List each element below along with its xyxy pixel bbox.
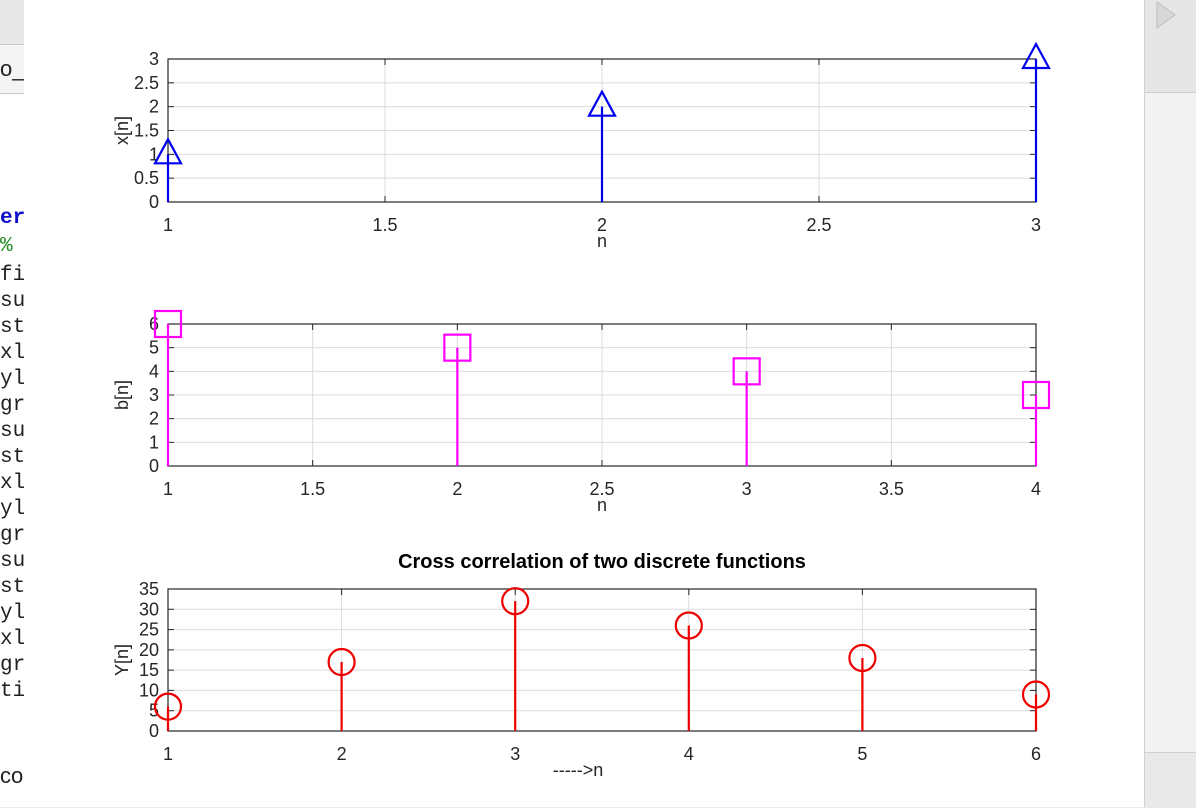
y-tick-label: 1.5 (134, 121, 159, 141)
right-toolbar (1145, 0, 1196, 93)
editor-line: ti (0, 680, 24, 703)
y-tick-label: 5 (149, 338, 159, 358)
stem-marker-square (153, 309, 183, 339)
editor-line: st (0, 446, 24, 469)
x-tick-label: 4 (1031, 479, 1041, 499)
stem-marker-square (1021, 380, 1051, 410)
editor-line: su (0, 290, 24, 313)
y-tick-label: 0.5 (134, 168, 159, 188)
editor-line: st (0, 316, 24, 339)
y-tick-label: 3 (149, 49, 159, 69)
y-tick-label: 5 (149, 701, 159, 721)
y-tick-label: 1 (149, 432, 159, 452)
x-tick-label: 1 (163, 479, 173, 499)
stem-marker-circle (848, 643, 877, 673)
editor-line: su (0, 420, 24, 443)
x-tick-label: 3 (742, 479, 752, 499)
subplot-1: 1 1.5 2 2.5 3 0 0.5 1 1.5 2 2.5 3 n x[n] (112, 41, 1051, 251)
y-axis-label: Y[n] (112, 644, 132, 676)
x-tick-label: 4 (684, 744, 694, 764)
y-tick-label: 35 (139, 579, 159, 599)
editor-line: % (0, 235, 13, 258)
y-tick-label: 0 (149, 456, 159, 476)
stem-marker-circle (1021, 680, 1051, 709)
x-tick-label: 1 (163, 215, 173, 235)
x-axis-label: n (597, 231, 607, 251)
x-tick-label: 1.5 (372, 215, 397, 235)
editor-line: gr (0, 524, 24, 547)
stem-marker-circle (327, 647, 356, 677)
editor-toolbar (0, 0, 24, 45)
x-axis-label: ----->n (553, 760, 604, 780)
right-background-panel (1144, 0, 1196, 808)
y-tick-label: 30 (139, 599, 159, 619)
editor-background: o_Cer% fi su st xl yl gr su st xl yl gr su st yl xl gr ti… (0, 0, 24, 807)
x-tick-label: 2 (597, 215, 607, 235)
y-tick-label: 2.5 (134, 73, 159, 93)
axes-box (167, 588, 1037, 732)
chart-title: Cross correlation of two discrete functi… (398, 551, 806, 573)
x-tick-label: 2 (337, 744, 347, 764)
x-axis-label: n (597, 495, 607, 515)
x-tick-label: 2 (452, 479, 462, 499)
editor-line: o_C (0, 56, 24, 81)
y-axis-label: b[n] (112, 380, 132, 410)
stem-marker-triangle (153, 137, 183, 165)
editor-line: xl (0, 342, 24, 365)
stem-marker-circle (674, 611, 703, 640)
x-tick-label: 1 (163, 744, 173, 764)
stem-marker-circle (501, 587, 530, 616)
x-tick-label: 3.5 (879, 479, 904, 499)
stem-marker-square (732, 357, 761, 386)
editor-line: yl (0, 602, 24, 625)
y-tick-label: 0 (149, 192, 159, 212)
right-status-area (1145, 752, 1196, 808)
play-icon (1156, 1, 1176, 29)
y-tick-label: 20 (139, 640, 159, 660)
editor-line: gr (0, 394, 24, 417)
editor-tab-bar (0, 45, 24, 94)
stem-marker-square (443, 333, 472, 362)
editor-line: xl (0, 628, 24, 651)
figure-window: 1 1.5 2 2.5 3 0 0.5 1 1.5 2 2.5 3 n x[n] 1 1.5 2 2.5 3 3.5 4… (24, 0, 1144, 807)
stem-marker-triangle (587, 89, 617, 117)
editor-line: gr (0, 654, 24, 677)
editor-line: su (0, 550, 24, 573)
editor-line: co (0, 763, 24, 788)
y-tick-label: 3 (149, 385, 159, 405)
x-tick-label: 2.5 (589, 479, 614, 499)
x-tick-label: 6 (1031, 744, 1041, 764)
y-tick-label: 25 (139, 620, 159, 640)
x-tick-label: 3 (1031, 215, 1041, 235)
y-tick-label: 1 (149, 144, 159, 164)
editor-line: st (0, 576, 24, 599)
y-tick-label: 4 (149, 361, 159, 381)
y-tick-label: 0 (149, 721, 159, 741)
editor-line: yl (0, 498, 24, 521)
x-tick-label: 2.5 (806, 215, 831, 235)
y-tick-label: 2 (149, 409, 159, 429)
y-tick-label: 2 (149, 97, 159, 117)
x-tick-label: 5 (857, 744, 867, 764)
stem-marker-circle (153, 692, 183, 721)
editor-line: fi (0, 264, 24, 287)
y-tick-label: 15 (139, 660, 159, 680)
x-tick-label: 3 (510, 744, 520, 764)
x-tick-label: 1.5 (300, 479, 325, 499)
y-tick-label: 10 (139, 680, 159, 700)
editor-line: yl (0, 368, 24, 391)
stem-marker-triangle (1021, 41, 1051, 70)
y-axis-label: x[n] (112, 116, 132, 145)
editor-line: er (0, 207, 24, 230)
editor-line: xl (0, 472, 24, 495)
